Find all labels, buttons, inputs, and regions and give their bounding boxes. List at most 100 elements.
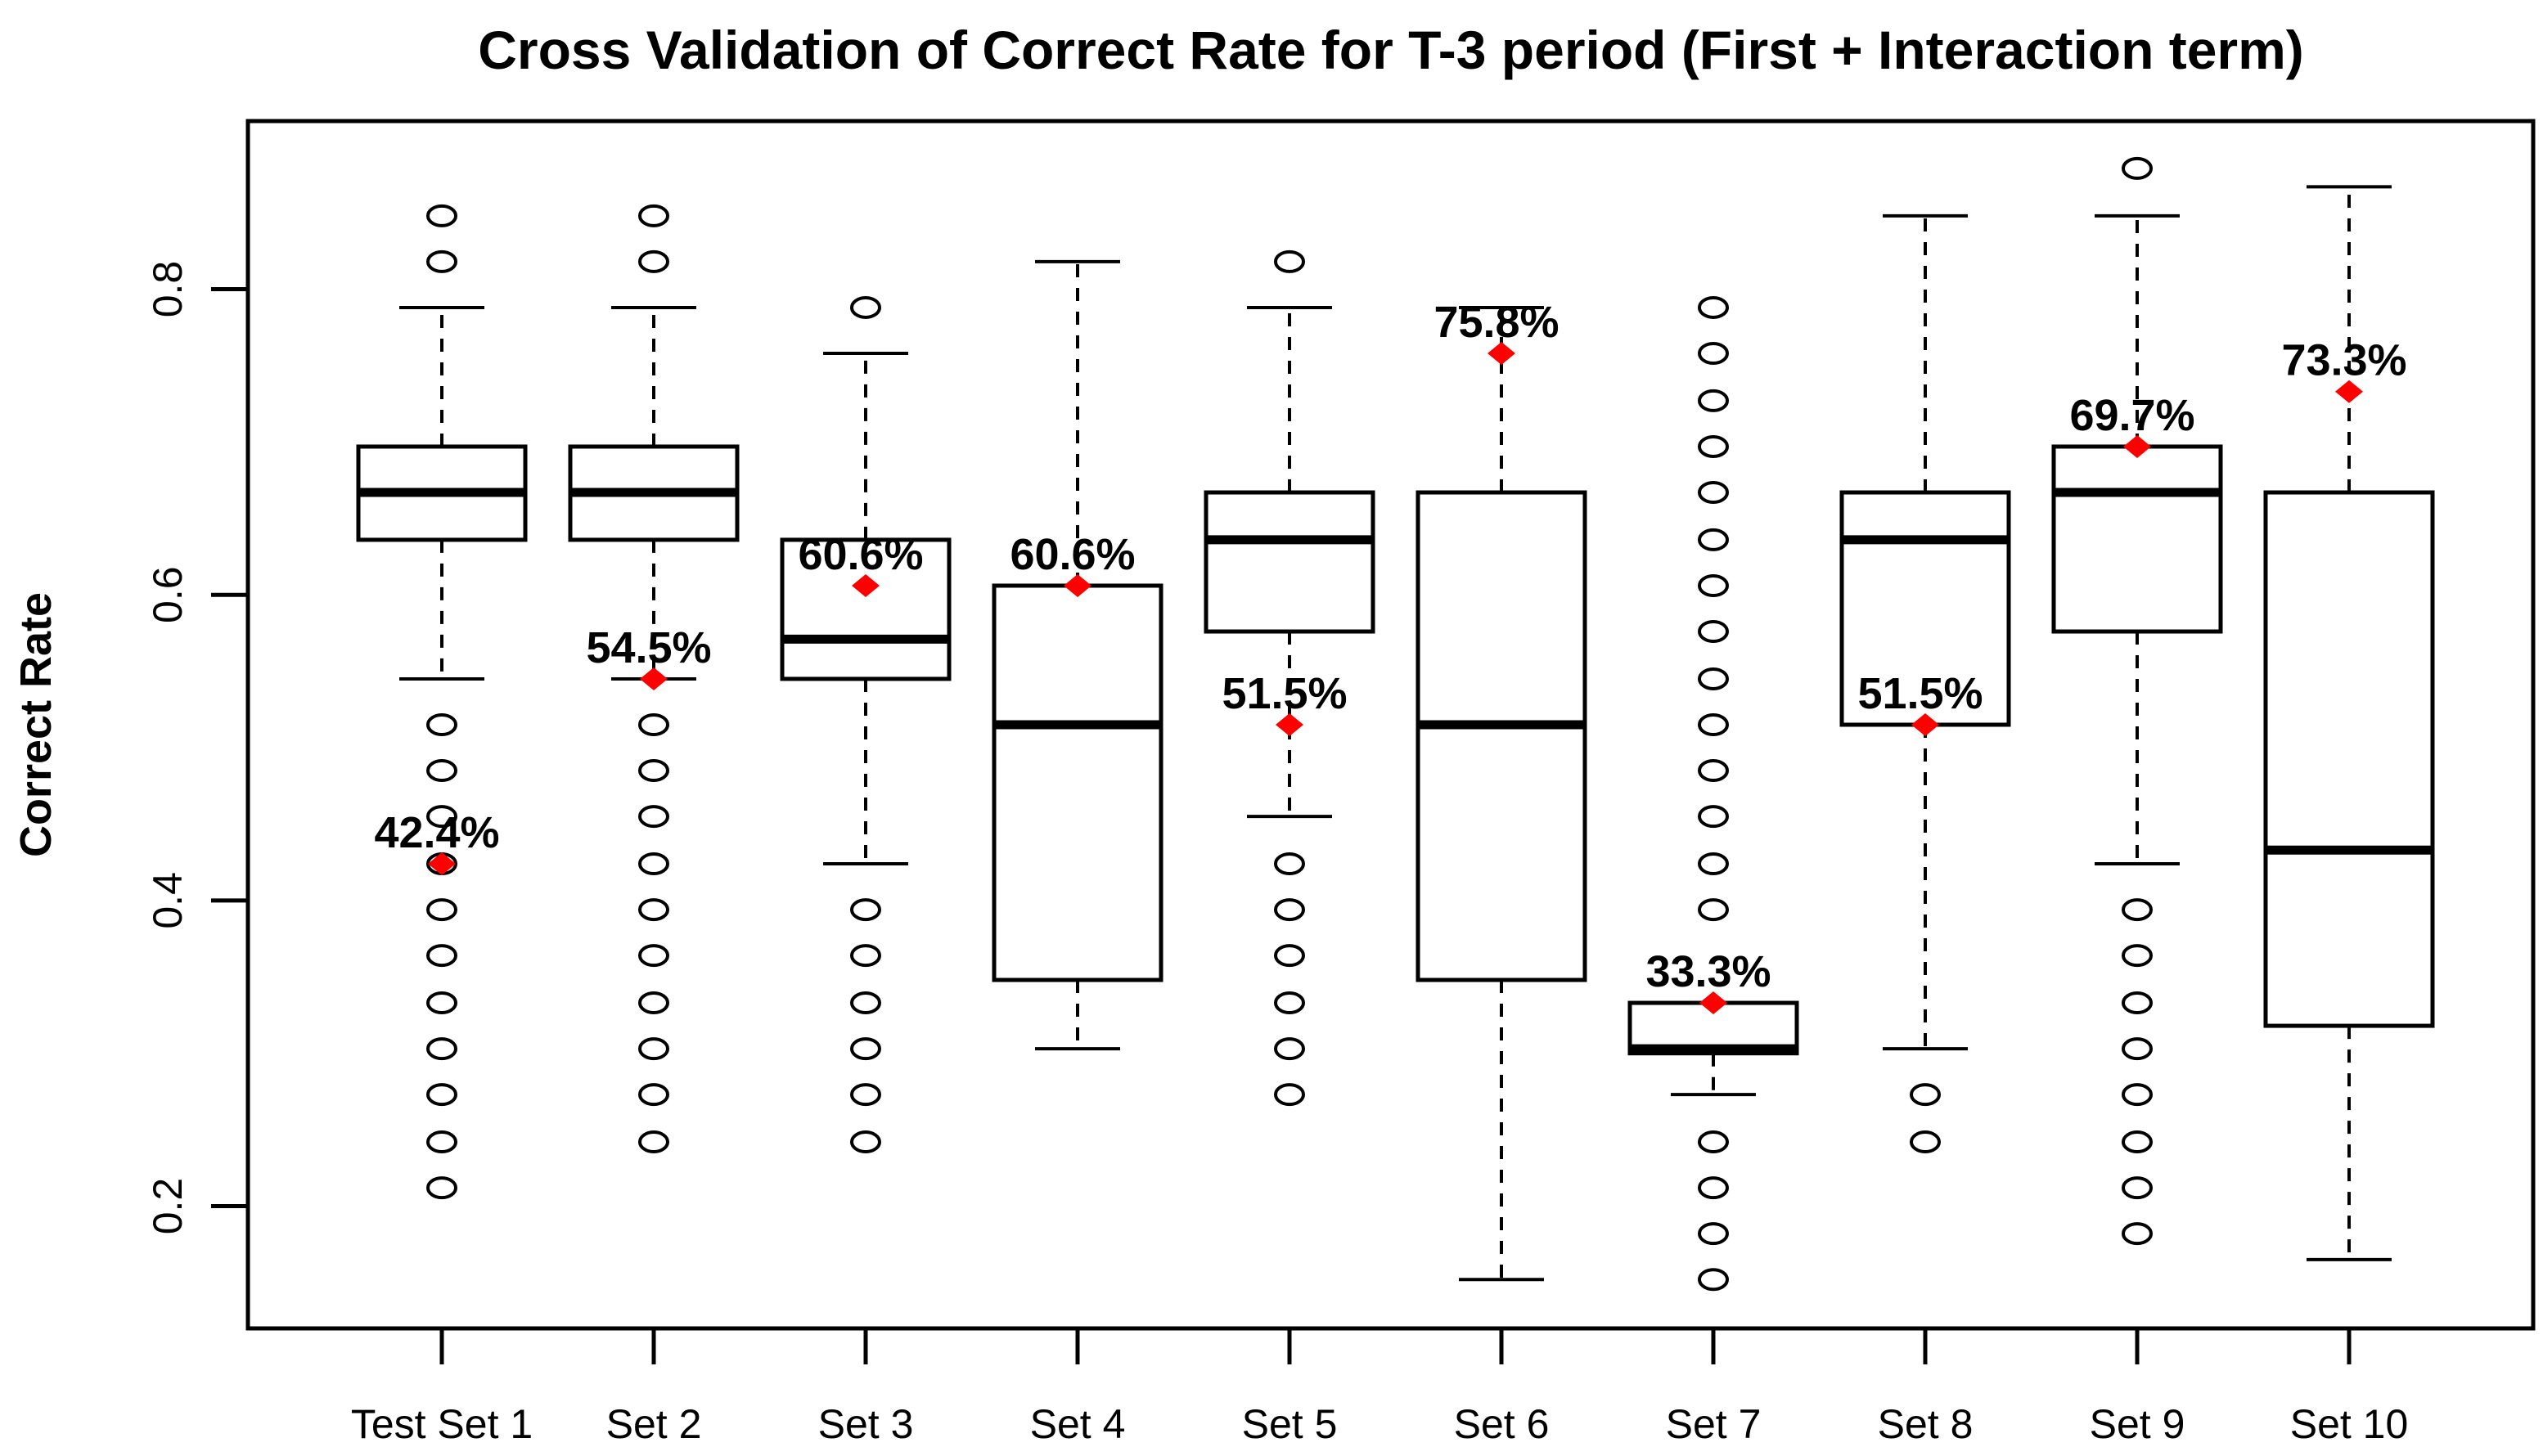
outlier-point (426, 1130, 457, 1154)
outlier-point (426, 898, 457, 922)
outlier-point (1698, 713, 1729, 736)
outlier-point (426, 204, 457, 227)
boxplot-set-2 (568, 204, 740, 1154)
boxplot-set-5 (1204, 249, 1375, 1107)
outlier-point (850, 944, 881, 968)
outlier-point (850, 1130, 881, 1154)
boxplot-set-10 (2263, 185, 2435, 1261)
test-point-marker (2123, 434, 2151, 458)
outlier-point (1274, 1083, 1305, 1107)
test-point-marker (1911, 713, 1939, 736)
test-point-set-3: 60.6% (798, 530, 924, 597)
test-point-marker (1699, 991, 1727, 1015)
iqr-box (2263, 490, 2435, 1028)
outlier-point (1910, 1130, 1941, 1154)
test-point-set-6: 75.8% (1434, 298, 1560, 365)
outlier-point (850, 898, 881, 922)
y-tick-label: 0.8 (145, 261, 191, 318)
chart-title: Cross Validation of Correct Rate for T-3… (478, 20, 2304, 80)
boxplot-set-9 (2051, 156, 2223, 1246)
iqr-box (1204, 490, 1375, 634)
test-point-label: 73.3% (2281, 336, 2406, 385)
outlier-point (1274, 249, 1305, 273)
outlier-point (1698, 389, 1729, 412)
test-point-marker (640, 667, 668, 690)
outlier-point (638, 249, 669, 273)
x-tick-label: Set 2 (606, 1401, 702, 1447)
test-point-label: 51.5% (1222, 669, 1347, 718)
outlier-point (1698, 1222, 1729, 1246)
outlier-point (1698, 295, 1729, 319)
outlier-point (850, 1037, 881, 1061)
test-point-marker (1276, 713, 1303, 736)
outlier-point (1698, 620, 1729, 644)
test-point-label: 54.5% (586, 623, 711, 672)
outlier-point (426, 1037, 457, 1061)
outlier-point (638, 1037, 669, 1061)
outlier-point (426, 1176, 457, 1200)
outlier-point (2122, 944, 2153, 968)
y-tick-label: 0.4 (145, 872, 191, 929)
x-tick-label: Set 5 (1242, 1401, 1338, 1447)
boxplot-test-set-1 (356, 204, 528, 1200)
outlier-point (1698, 805, 1729, 829)
test-point-marker (428, 852, 456, 876)
test-point-label: 33.3% (1645, 947, 1771, 996)
outlier-point (638, 1083, 669, 1107)
x-axis: Test Set 1 Set 2 Set 3 Set 4 Set 5 Set 6 Set 7… (351, 1328, 2408, 1447)
test-point-label: 69.7% (2069, 391, 2194, 440)
x-tick-label: Set 7 (1666, 1401, 1762, 1447)
iqr-box (2051, 444, 2223, 634)
outlier-point (426, 1083, 457, 1107)
iqr-box (1839, 490, 2011, 727)
test-point-marker (2335, 380, 2363, 403)
outlier-point (638, 805, 669, 829)
outlier-point (850, 1083, 881, 1107)
outlier-point (1698, 481, 1729, 505)
y-axis-title: Correct Rate (11, 592, 61, 857)
outlier-point (638, 204, 669, 227)
outlier-point (1698, 759, 1729, 783)
outlier-point (2122, 1130, 2153, 1154)
outlier-point (1698, 667, 1729, 690)
test-point-test-set-1: 42.4% (374, 808, 500, 876)
outlier-point (638, 1130, 669, 1154)
outlier-point (2122, 1083, 2153, 1107)
outlier-point (1274, 1037, 1305, 1061)
boxplot-set-6 (1416, 305, 1587, 1282)
outlier-point (1698, 898, 1729, 922)
outlier-point (850, 991, 881, 1015)
outlier-point (1698, 852, 1729, 876)
x-tick-label: Test Set 1 (351, 1401, 533, 1447)
outlier-point (2122, 1176, 2153, 1200)
test-point-set-10: 73.3% (2281, 336, 2407, 403)
iqr-box (992, 583, 1163, 982)
outlier-point (2122, 1037, 2153, 1061)
outlier-point (1698, 1130, 1729, 1154)
boxplot-set-7 (1627, 295, 1799, 1292)
outlier-point (2122, 156, 2153, 180)
outlier-point (426, 249, 457, 273)
y-tick-label: 0.6 (145, 566, 191, 623)
boxplot-set-4 (992, 259, 1163, 1051)
outlier-point (1274, 852, 1305, 876)
test-point-label: 51.5% (1857, 669, 1983, 718)
x-tick-label: Set 9 (2090, 1401, 2185, 1447)
test-point-marker (1064, 573, 1091, 597)
x-tick-label: Set 4 (1030, 1401, 1126, 1447)
boxes-layer (356, 156, 2435, 1292)
iqr-box (1416, 490, 1587, 982)
outlier-point (426, 944, 457, 968)
outlier-point (1698, 1268, 1729, 1292)
test-points-layer: 42.4% 54.5% 60.6% 60.6% 51.5% 75.8% 33.3% 51.5%… (374, 298, 2407, 1015)
outlier-point (1698, 341, 1729, 365)
test-point-label: 42.4% (374, 808, 499, 857)
outlier-point (1910, 1083, 1941, 1107)
test-point-set-7: 33.3% (1645, 947, 1771, 1015)
boxplot-set-8 (1839, 213, 2011, 1154)
outlier-point (1698, 1176, 1729, 1200)
test-point-label: 60.6% (1010, 530, 1135, 579)
outlier-point (426, 759, 457, 783)
test-point-set-8: 51.5% (1857, 669, 1983, 736)
